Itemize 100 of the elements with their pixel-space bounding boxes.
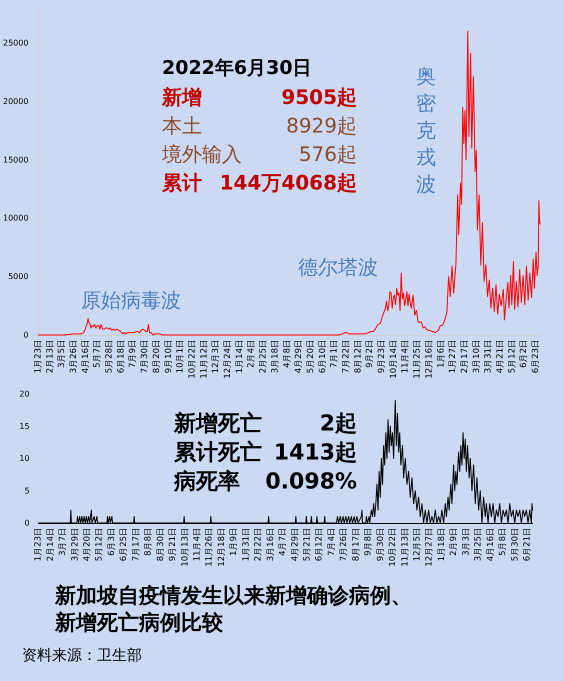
x-tick-label: 11月25日 [412, 339, 423, 379]
x-tick-label: 9月10日 [164, 339, 174, 374]
x-tick-label: 1月23日 [33, 339, 44, 374]
y-tick-label: 0 [24, 518, 30, 528]
x-tick-label: 4月7日 [278, 527, 288, 556]
x-tick-label: 4月29日 [290, 527, 300, 562]
annotation: 本土 [162, 114, 202, 138]
x-tick-label: 7月9日 [128, 339, 138, 368]
x-tick-label: 10月22日 [388, 527, 398, 567]
x-tick-label: 2月13日 [45, 339, 56, 374]
y-tick-label: 5000 [8, 272, 28, 282]
y-tick-label: 0 [23, 330, 28, 340]
x-tick-label: 4月29日 [294, 339, 304, 374]
x-tick-label: 3月7日 [58, 527, 68, 556]
y-tick-label: 10000 [2, 214, 28, 223]
y-tick-label: 20000 [2, 96, 28, 106]
annotation: 新增死亡 [173, 410, 262, 436]
x-tick-label: 6月23日 [531, 339, 542, 374]
text: 资料来源：卫生部 [22, 646, 142, 664]
x-tick-label: 2月25日 [258, 339, 269, 374]
y-tick-label: 20 [19, 390, 30, 398]
x-tick-label: 1月18日 [436, 527, 447, 562]
x-tick-label: 8月17日 [351, 527, 362, 562]
x-tick-label: 3月26日 [68, 339, 79, 374]
x-tick-label: 8月8日 [144, 527, 154, 556]
annotation: 新增 [161, 85, 202, 109]
y-tick-label: 10 [19, 454, 30, 463]
x-tick-label: 12月18日 [216, 527, 227, 567]
x-tick-label: 9月23日 [377, 339, 388, 374]
x-tick-label: 8月20日 [152, 339, 162, 374]
x-tick-label: 8月30日 [156, 527, 166, 562]
annotation: 1413起 [274, 440, 357, 466]
x-tick-label: 2月22日 [254, 527, 264, 562]
x-tick-label: 11月13日 [400, 527, 410, 567]
annotation: 2起 [320, 412, 357, 436]
x-tick-label: 10月14日 [388, 339, 399, 379]
x-tick-label: 4月21日 [496, 339, 506, 374]
annotation: 0.098% [265, 470, 357, 494]
x-tick-label: 4月8日 [282, 339, 292, 368]
x-tick-label: 2月17日 [460, 339, 470, 374]
x-tick-label: 5月8日 [498, 527, 508, 556]
x-tick-label: 5月12日 [507, 339, 518, 374]
y-tick-label: 25000 [2, 38, 28, 48]
x-tick-label: 3月16日 [266, 527, 276, 562]
annotation: 8929起 [286, 114, 357, 138]
x-tick-label: 6月21日 [522, 527, 532, 562]
x-tick-label: 6月18日 [116, 339, 126, 374]
x-tick-label: 4月16日 [80, 339, 91, 374]
x-tick-label: 6月10日 [318, 339, 328, 374]
x-tick-label: 7月22日 [341, 339, 352, 374]
y-tick-label: 5 [24, 486, 30, 496]
x-tick-label: 7月26日 [339, 527, 350, 562]
text: 新加坡自疫情发生以来新增确诊病例、新增死亡病例比较 [54, 584, 412, 634]
x-tick-label: 6月12日 [314, 527, 325, 562]
annotation: 原始病毒波 [81, 288, 181, 312]
x-tick-label: 9月2日 [365, 339, 376, 368]
x-tick-label: 1月6日 [436, 339, 446, 368]
annotation: 病死率 [173, 468, 240, 494]
x-tick-label: 1月14日 [234, 339, 245, 374]
x-tick-label: 10月22日 [187, 339, 198, 379]
annotation: 累计 [161, 170, 202, 194]
annotation: 576起 [298, 142, 357, 166]
x-tick-label: 8月12日 [353, 339, 364, 374]
x-tick-label: 2月9日 [449, 527, 460, 556]
x-tick-label: 3月29日 [70, 527, 80, 562]
x-tick-label: 5月21日 [302, 527, 312, 562]
x-tick-label: 9月30日 [376, 527, 386, 562]
x-tick-label: 11月4日 [400, 339, 411, 374]
annotation: 累计死亡 [173, 440, 262, 466]
x-tick-label: 7月1日 [330, 339, 340, 368]
x-tick-label: 4月20日 [82, 527, 92, 562]
x-tick-label: 5月7日 [92, 339, 103, 368]
x-tick-label: 1月9日 [229, 527, 240, 556]
x-tick-label: 10月1日 [176, 339, 186, 374]
x-tick-label: 12月27日 [424, 527, 435, 567]
annotation: 9505起 [281, 85, 357, 109]
y-tick-label: 15 [19, 422, 30, 431]
y-tick-label: 15000 [2, 155, 28, 164]
x-tick-label: 7月4日 [326, 527, 337, 556]
x-tick-label: 11月26日 [204, 527, 215, 567]
annotation: 2022年6月30日 [162, 57, 312, 79]
x-tick-label: 2月4日 [246, 339, 257, 368]
x-tick-label: 3月31日 [484, 339, 494, 374]
x-tick-label: 12月24日 [223, 339, 234, 379]
x-tick-label: 12月3日 [211, 339, 222, 374]
x-tick-label: 1月27日 [448, 339, 458, 374]
x-tick-label: 6月2日 [519, 339, 530, 368]
x-tick-label: 3月18日 [270, 339, 280, 374]
x-tick-label: 2月14日 [46, 527, 56, 562]
x-tick-label: 12月16日 [424, 339, 434, 379]
x-tick-label: 4月16日 [486, 527, 496, 562]
x-tick-label: 1月23日 [34, 527, 44, 562]
x-tick-label: 5月28日 [104, 339, 115, 374]
x-tick-label: 10月13日 [180, 527, 190, 567]
x-tick-label: 9月21日 [168, 527, 178, 562]
x-tick-label: 7月30日 [140, 339, 150, 374]
annotation: 144万4068起 [220, 170, 357, 194]
x-tick-label: 3月10日 [472, 339, 482, 374]
x-tick-label: 11月4日 [192, 527, 202, 562]
x-tick-label: 5月30日 [510, 527, 520, 562]
